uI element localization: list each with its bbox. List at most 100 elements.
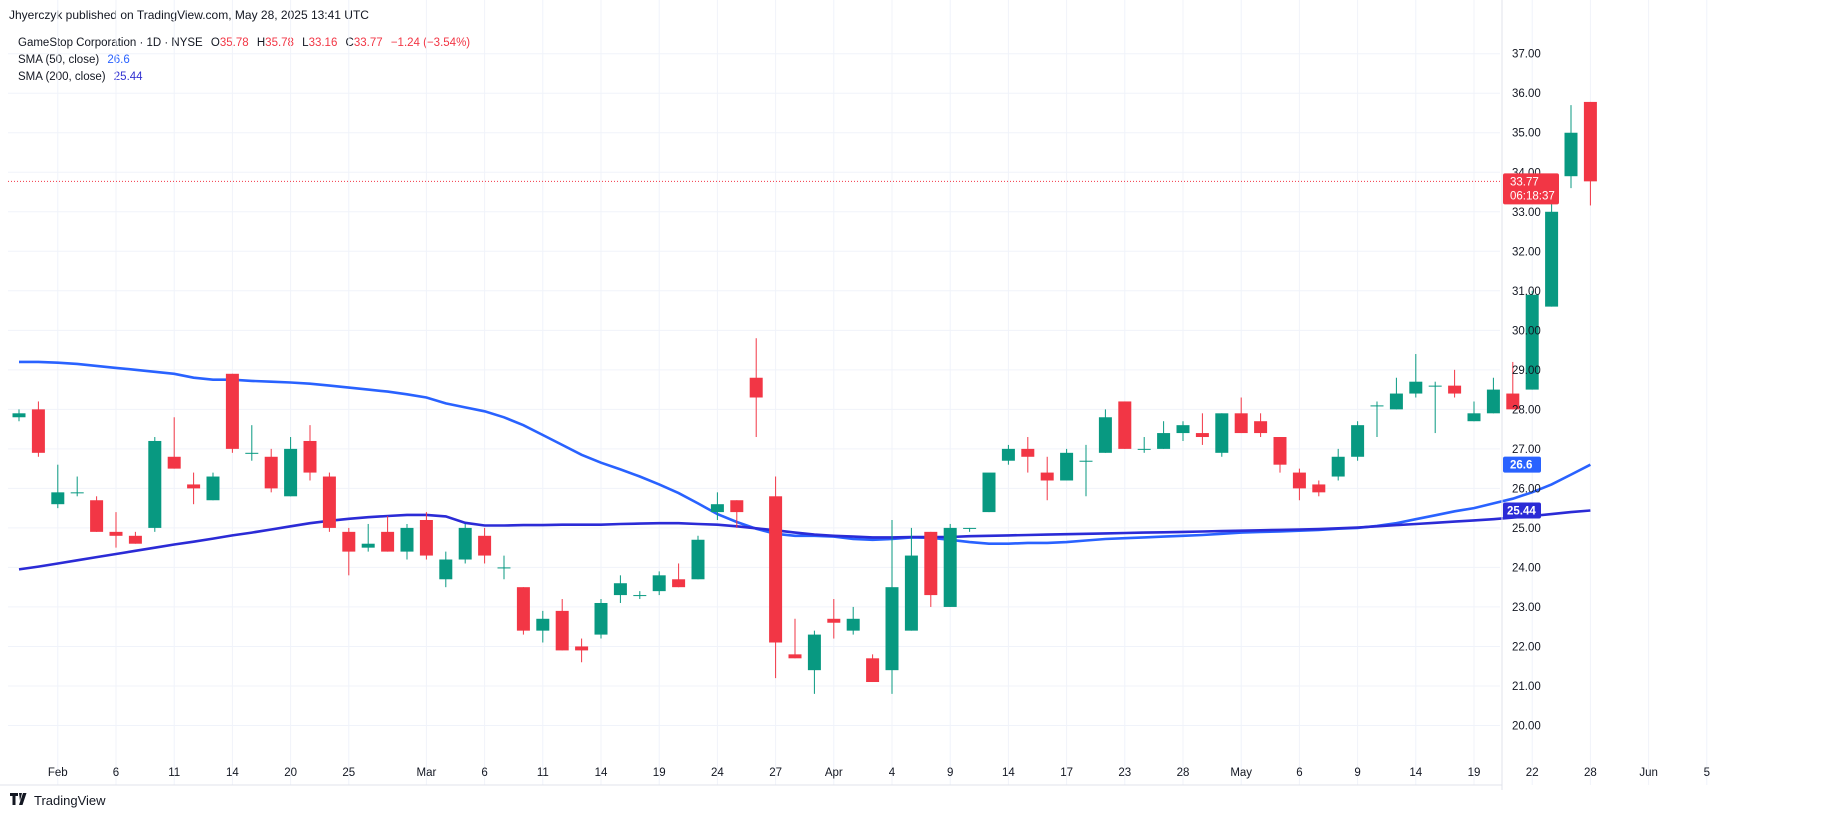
candle: [458, 523, 472, 564]
candle: [264, 448, 278, 493]
ohlc-legend-row[interactable]: GameStop Corporation · 1D · NYSE O35.78 …: [18, 35, 470, 52]
candle: [904, 527, 918, 631]
price-axis[interactable]: 20.00 21.00 22.00 23.00 24.00 25.00 26.00 27.00…: [1501, 0, 1541, 790]
candle-body: [1331, 456, 1345, 477]
time-tick-label: 17: [1060, 767, 1073, 779]
time-tick-label: 9: [1354, 767, 1360, 779]
candle-body: [342, 531, 356, 552]
candle: [1292, 468, 1306, 501]
candle-body: [400, 527, 414, 552]
sma200-line: [18, 509, 1591, 571]
price-tick-label: 22.00: [1512, 641, 1541, 653]
candle-body: [788, 654, 802, 659]
candle: [381, 516, 395, 552]
time-tick-label: 11: [537, 767, 549, 779]
sma-lines: [18, 360, 1591, 571]
tradingview-brand: TradingView: [34, 793, 106, 808]
candle-body: [672, 579, 686, 588]
time-tick-label: 24: [711, 767, 724, 779]
candle: [1545, 203, 1559, 307]
candles-group: [12, 101, 1597, 694]
sma200-axis-tag: [1503, 502, 1541, 519]
candle: [691, 535, 705, 580]
sma200-legend-row[interactable]: SMA (200, close) 25.44: [18, 69, 470, 86]
candle: [652, 571, 666, 596]
close-value: 33.77: [353, 37, 383, 49]
candle: [1583, 101, 1597, 206]
last-price-tag-value: 33.77: [1510, 176, 1539, 188]
price-tick-label: 30.00: [1512, 325, 1541, 337]
candle: [148, 437, 162, 532]
candle-body: [885, 587, 899, 671]
candle-body: [1176, 425, 1190, 434]
tradingview-footer[interactable]: TradingView: [10, 793, 106, 808]
time-tick-label: 19: [1468, 767, 1481, 779]
candle: [419, 512, 433, 560]
candle-body: [109, 531, 123, 536]
candle: [594, 599, 608, 639]
candle-body: [1448, 385, 1462, 394]
candle: [1234, 397, 1248, 434]
candle: [866, 654, 880, 683]
price-tick-label: 28.00: [1512, 404, 1541, 416]
candle-body: [245, 452, 259, 454]
candle: [1195, 413, 1209, 445]
time-tick-label: 9: [947, 767, 953, 779]
price-tick-label: 25.00: [1512, 523, 1541, 535]
candle: [1098, 409, 1112, 453]
grid-lines: [8, 0, 1708, 785]
candle-body: [1273, 437, 1287, 465]
candle-body: [148, 440, 162, 528]
candle-body: [1292, 472, 1306, 489]
candle: [1312, 480, 1326, 497]
time-tick-label: 28: [1177, 767, 1190, 779]
axis-tags: 33.77 06:18:37 26.6 25.44: [1503, 173, 1559, 519]
candle: [672, 563, 686, 588]
candle-body: [555, 610, 569, 651]
candle-body: [749, 377, 763, 398]
candle: [12, 409, 26, 422]
candle: [885, 520, 899, 694]
candle-body: [1079, 460, 1093, 462]
candle-body: [206, 476, 220, 501]
sma50-legend-row[interactable]: SMA (50, close) 26.6: [18, 52, 470, 69]
candle: [536, 610, 550, 643]
candle-body: [128, 535, 142, 544]
candle: [303, 425, 317, 481]
candle-body: [381, 531, 395, 552]
candle-body: [225, 373, 239, 449]
time-tick-label: 22: [1526, 767, 1539, 779]
candle-body: [1312, 484, 1326, 493]
candle: [1486, 377, 1500, 414]
candle: [1273, 437, 1287, 473]
candle: [1331, 448, 1345, 481]
candle-body: [904, 555, 918, 631]
candle: [1118, 401, 1132, 449]
sma50-value: 26.6: [107, 54, 130, 66]
candle: [1176, 421, 1190, 441]
candle-body: [478, 535, 492, 556]
candle: [245, 425, 259, 461]
candle-body: [31, 409, 45, 453]
candle-body: [1137, 448, 1151, 450]
candle: [1060, 448, 1074, 481]
price-tick-label: 33.00: [1512, 207, 1541, 219]
sma200-value: 25.44: [113, 71, 143, 83]
candle: [51, 464, 65, 509]
candle: [400, 523, 414, 560]
candle: [1525, 290, 1539, 390]
price-tick-label: 20.00: [1512, 720, 1541, 732]
candle: [730, 500, 744, 528]
candle-body: [1506, 393, 1520, 410]
candle-body: [924, 531, 938, 596]
price-tick-label: 26.00: [1512, 483, 1541, 495]
candle: [90, 496, 104, 532]
candle: [807, 630, 821, 694]
candle: [1389, 377, 1403, 410]
tradingview-logo-icon: [10, 793, 30, 808]
candle: [1001, 444, 1015, 465]
time-axis[interactable]: Feb 6 11 14 20 25 Mar 6 11 14 19 24 27 Apr 4 9 14 17 23 28 M…: [0, 767, 1710, 786]
time-tick-label: 4: [889, 767, 896, 779]
bar-countdown: 06:18:37: [1510, 190, 1555, 202]
